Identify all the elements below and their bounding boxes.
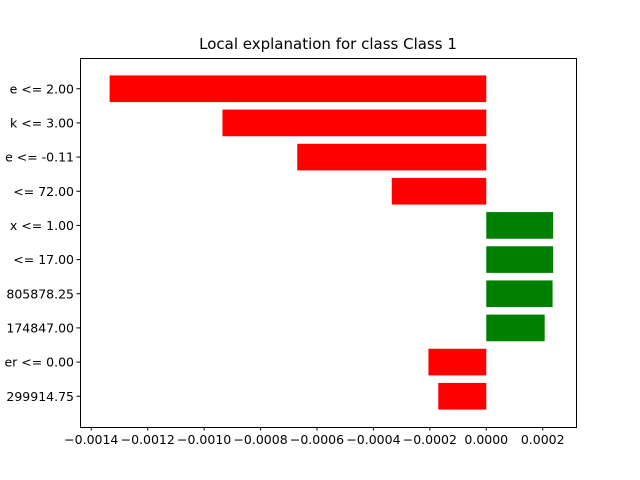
x-tick-label: −0.0006 <box>290 432 344 447</box>
x-tick-label: −0.0002 <box>403 432 457 447</box>
bar <box>486 212 554 239</box>
bar <box>438 382 487 410</box>
y-tick-label: <= 17.00 <box>13 252 74 267</box>
y-tick-label: 174847.00 <box>6 320 74 335</box>
chart-title: Local explanation for class Class 1 <box>199 35 457 53</box>
bar <box>391 177 487 205</box>
bars-group <box>109 75 554 410</box>
y-tick-label: 299914.75 <box>6 389 74 404</box>
bar <box>486 246 554 273</box>
y-tick-label: x <= 1.00 <box>10 218 74 233</box>
bar <box>297 143 487 171</box>
x-tick-label: −0.0014 <box>64 432 118 447</box>
y-tick-label: e <= 2.00 <box>10 81 74 96</box>
y-tick-label: e <= -0.11 <box>5 150 74 165</box>
bar <box>109 75 487 103</box>
y-tick-label: 805878.25 <box>6 286 74 301</box>
bar <box>486 314 545 342</box>
y-tick-label: <= 72.00 <box>13 184 74 199</box>
x-tick-label: −0.0008 <box>233 432 287 447</box>
plot-frame <box>80 58 577 428</box>
y-tick-label: k <= 3.00 <box>10 115 74 130</box>
x-tick-label: −0.0012 <box>121 432 175 447</box>
x-tick-label: 0.0000 <box>464 432 508 447</box>
x-tick-label: 0.0002 <box>521 432 565 447</box>
bar <box>486 280 553 308</box>
bar <box>428 348 487 376</box>
y-tick-label: er <= 0.00 <box>4 355 74 370</box>
bar <box>222 109 487 137</box>
x-ticks-group: −0.0014 −0.0012 −0.0010 −0.0008 −0.0006 −0.00… <box>64 427 565 447</box>
y-ticks-group: e <= 2.00 k <= 3.00 e <= -0.11 <= 72.00 x <=… <box>4 81 80 404</box>
x-tick-label: −0.0004 <box>346 432 400 447</box>
x-tick-label: −0.0010 <box>177 432 231 447</box>
